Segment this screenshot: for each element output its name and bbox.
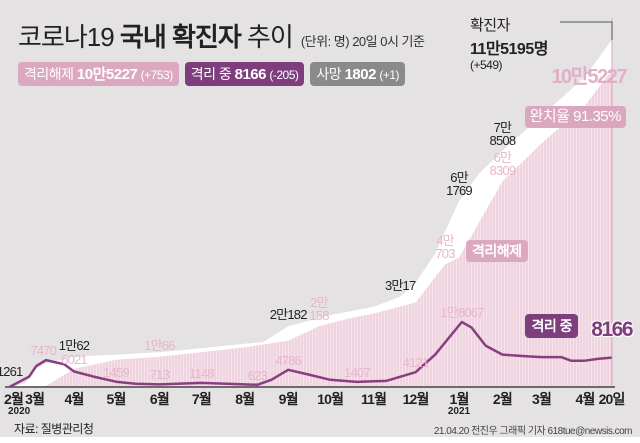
summary-label: 확진자 bbox=[470, 17, 510, 34]
data-label: 3만17 bbox=[384, 277, 416, 293]
x-tick-label: 9월 bbox=[278, 391, 299, 407]
x-tick-label: 3월 bbox=[25, 391, 45, 407]
data-label: 2만182 bbox=[269, 307, 308, 323]
data-label: 4121 bbox=[402, 355, 430, 371]
year-label: 2021 bbox=[447, 406, 471, 417]
x-tick-label: 8월 bbox=[235, 391, 255, 407]
data-label: 1만62 bbox=[58, 337, 90, 353]
unit-note: (단위: 명) 20일 0시 기준 bbox=[300, 34, 425, 49]
badge-deaths: 사망 1802 (+1) bbox=[310, 62, 406, 86]
header: 코로나19 국내 확진자 추이 (단위: 명) 20일 0시 기준 bbox=[18, 17, 425, 54]
series-released-area bbox=[9, 70, 612, 388]
data-label: 6021 bbox=[61, 352, 88, 368]
x-tick-label: 12월 bbox=[402, 391, 430, 407]
summary-change: (+549) bbox=[470, 58, 503, 72]
active-tag: 격리 중 bbox=[525, 314, 578, 338]
data-label: 7만 8508 bbox=[489, 119, 517, 148]
data-label: 1459 bbox=[103, 364, 130, 380]
summary-leader-line bbox=[560, 21, 613, 40]
x-tick-label: 5월 bbox=[106, 391, 126, 407]
badge-active: 격리 중 8166 (-205) bbox=[184, 62, 305, 86]
x-tick-label: 10월 bbox=[317, 391, 344, 407]
source-note: 자료: 질병관리청 bbox=[14, 422, 94, 436]
data-label: 1만8067 bbox=[440, 304, 484, 320]
series-active-line bbox=[9, 320, 612, 389]
data-label: 4만 703 bbox=[435, 233, 455, 262]
data-label: 713 bbox=[149, 367, 170, 383]
data-label: 1261 bbox=[0, 364, 23, 380]
x-tick-label: 1월 bbox=[449, 391, 469, 407]
x-tick-label: 7월 bbox=[191, 391, 212, 407]
year-label: 2020 bbox=[8, 406, 31, 417]
summary-value: 11만5195명 bbox=[470, 41, 548, 58]
data-label: 1148 bbox=[189, 365, 215, 381]
recovery-rate-badge: 완치율 91.35% bbox=[524, 106, 626, 128]
data-label: 1만66 bbox=[144, 337, 175, 353]
x-tick-label: 6월 bbox=[149, 391, 170, 407]
page-title: 코로나19 국내 확진자 추이 bbox=[18, 22, 294, 52]
data-label: 4786 bbox=[275, 352, 302, 368]
data-label: 6만 1769 bbox=[446, 170, 473, 199]
data-label: 1407 bbox=[343, 364, 371, 380]
x-tick-label: 2월 bbox=[4, 391, 24, 407]
data-label: 6만 8309 bbox=[489, 150, 517, 179]
active-end-label: 8166 bbox=[591, 318, 633, 341]
released-total-label: 10만5227 bbox=[551, 66, 627, 88]
data-label: 7470 bbox=[30, 343, 57, 359]
released-tag: 격리해제 bbox=[466, 240, 528, 262]
data-label: 623 bbox=[247, 367, 268, 383]
badge-released: 격리해제 10만5227 (+753) bbox=[18, 62, 179, 86]
x-tick-label: 2월 bbox=[492, 391, 513, 407]
badge-row: 격리해제 10만5227 (+753) 격리 중 8166 (-205) 사망 … bbox=[18, 62, 406, 86]
data-label: 2만 158 bbox=[309, 295, 329, 324]
credit-note: 21.04.20 전진우 그래픽 기자 618tue@newsis.com bbox=[433, 426, 633, 437]
x-tick-label: 4월 bbox=[64, 391, 84, 407]
x-tick-label: 4월 bbox=[575, 391, 595, 407]
x-tick-label: 3월 bbox=[532, 391, 552, 407]
x-tick-label: 20일 bbox=[598, 391, 626, 407]
x-tick-label: 11월 bbox=[360, 391, 387, 407]
